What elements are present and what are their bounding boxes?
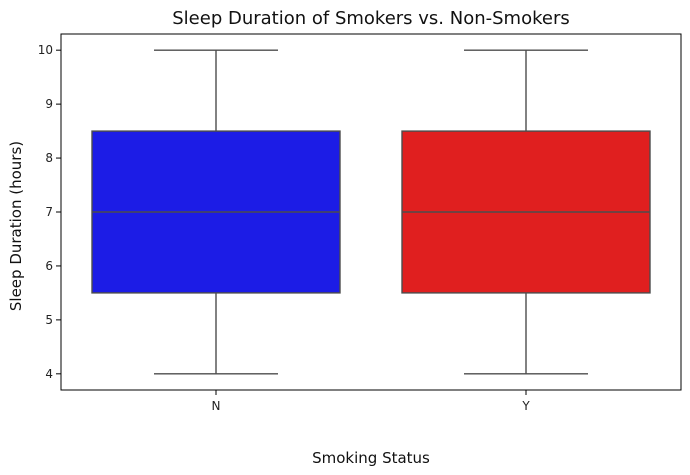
x-tick-label: Y bbox=[521, 399, 530, 413]
y-tick-label: 8 bbox=[45, 151, 53, 165]
plot-area bbox=[60, 33, 682, 391]
y-tick-label: 10 bbox=[38, 43, 53, 57]
y-tick-label: 7 bbox=[45, 205, 53, 219]
y-tick-label: 9 bbox=[45, 97, 53, 111]
y-axis-label: Sleep Duration (hours) bbox=[7, 141, 25, 311]
y-tick-label: 4 bbox=[45, 367, 53, 381]
y-tick-label: 6 bbox=[45, 259, 53, 273]
x-axis-label: Smoking Status bbox=[312, 449, 430, 467]
chart-title: Sleep Duration of Smokers vs. Non-Smoker… bbox=[172, 8, 570, 29]
y-axis: 4 5 6 7 8 9 10 bbox=[38, 43, 61, 381]
x-tick-label: N bbox=[212, 399, 221, 413]
y-tick-label: 5 bbox=[45, 313, 53, 327]
box-Y bbox=[401, 49, 651, 375]
box-N bbox=[91, 49, 341, 375]
